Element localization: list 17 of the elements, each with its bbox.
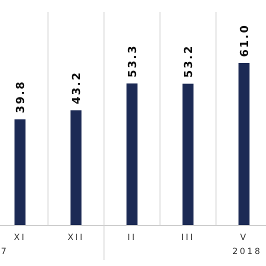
bar (182, 84, 194, 225)
bar (70, 110, 82, 225)
x-tick-label: II (127, 233, 137, 243)
text: 7 (1, 247, 8, 257)
data-label: 61.0 (238, 24, 251, 57)
x-tick-label: V (240, 233, 248, 243)
data-label: 53.3 (126, 44, 139, 78)
bar (238, 63, 250, 225)
x-tick-label: XII (68, 233, 84, 243)
data-label: 53.2 (182, 44, 195, 78)
data-label: 43.2 (70, 71, 83, 104)
bar (126, 83, 138, 225)
text: 2018 (232, 247, 262, 257)
x-tick-label: XI (14, 233, 26, 243)
x-tick-label: III (181, 233, 195, 243)
bar (14, 119, 26, 225)
data-label: 39.8 (14, 80, 27, 114)
